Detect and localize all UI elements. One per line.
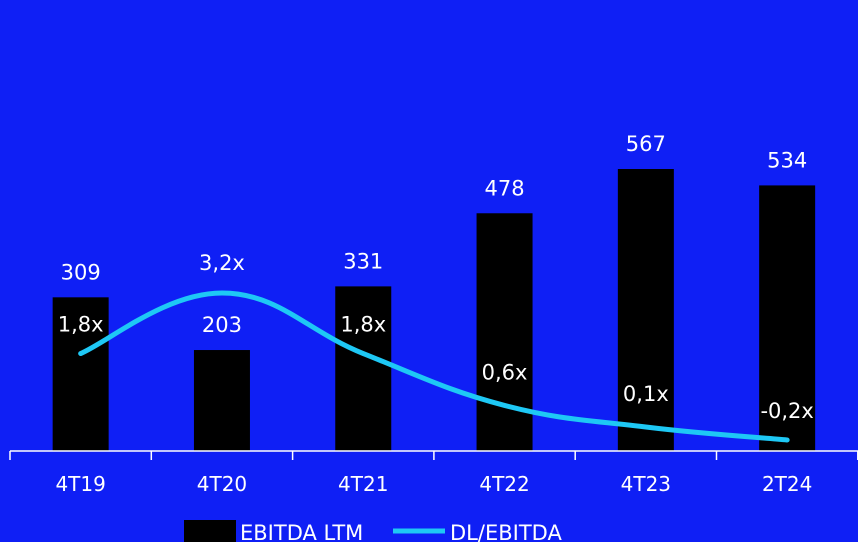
bar-label-2T24: 534 [767, 148, 807, 172]
x-axis: 4T19 4T20 4T21 4T22 4T23 2T24 [9, 450, 858, 496]
line-label-2T24: -0,2x [760, 399, 813, 423]
x-tick-label-4T23: 4T23 [621, 472, 671, 496]
bars: 309 203 331 478 567 534 [52, 132, 816, 451]
line-label-4T23: 0,1x [623, 382, 669, 406]
line-label-4T20: 3,2x [199, 251, 245, 275]
x-tick-label-4T22: 4T22 [479, 472, 529, 496]
bar-label-4T22: 478 [485, 176, 525, 200]
legend-swatch-bar [184, 520, 236, 542]
bar-label-4T23: 567 [626, 132, 666, 156]
line-label-4T22: 0,6x [482, 360, 528, 384]
line-series: 1,8x 3,2x 1,8x 0,6x 0,1x -0,2x [58, 251, 814, 443]
line-label-4T19: 1,8x [58, 313, 104, 337]
bar-4T19 [52, 297, 109, 451]
legend-label-line: DL/EBITDA [450, 521, 562, 542]
bar-4T21 [335, 286, 392, 451]
bar-4T23 [617, 169, 674, 451]
legend-label-bar: EBITDA LTM [240, 521, 363, 542]
bar-4T20 [193, 350, 250, 451]
x-tick-label-4T19: 4T19 [55, 472, 105, 496]
bar-4T22 [476, 213, 533, 451]
line-label-4T21: 1,8x [340, 313, 386, 337]
bar-label-4T21: 331 [343, 249, 383, 273]
x-tick-label-4T21: 4T21 [338, 472, 388, 496]
line-path-dl-ebitda [78, 290, 790, 443]
bar-label-4T20: 203 [202, 313, 242, 337]
legend: EBITDA LTM DL/EBITDA [184, 520, 562, 542]
bar-label-4T19: 309 [61, 260, 101, 284]
x-tick-label-4T20: 4T20 [197, 472, 247, 496]
x-tick-label-2T24: 2T24 [762, 472, 812, 496]
bar-2T24 [759, 185, 816, 451]
